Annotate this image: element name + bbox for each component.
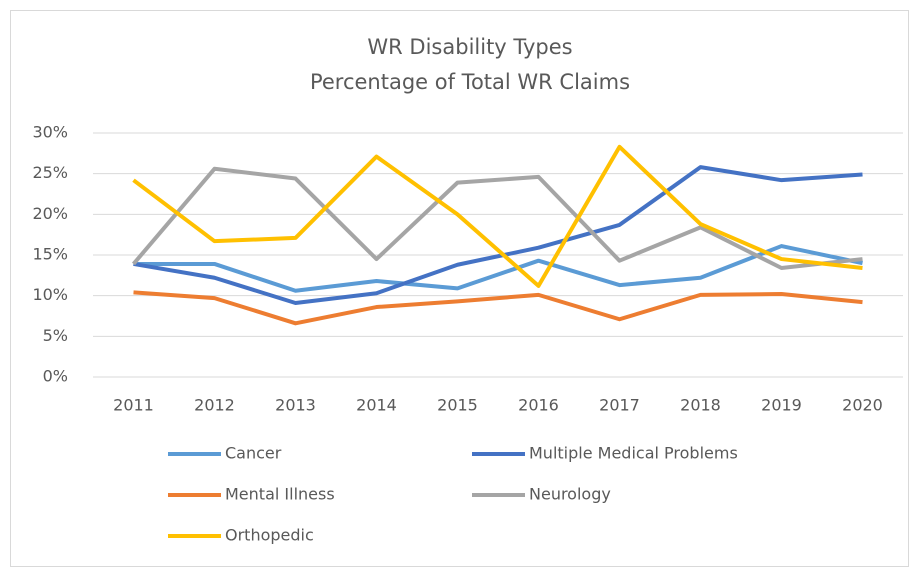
- x-tick-label: 2017: [599, 396, 640, 415]
- x-tick-label: 2020: [842, 396, 883, 415]
- x-tick-label: 2018: [680, 396, 721, 415]
- legend-label: Neurology: [529, 485, 611, 504]
- x-tick-label: 2011: [113, 396, 154, 415]
- y-tick-label: 15%: [32, 245, 68, 264]
- series-line: [131, 166, 863, 271]
- y-tick-label: 0%: [43, 367, 68, 386]
- legend-label: Multiple Medical Problems: [529, 444, 738, 463]
- x-tick-label: 2016: [518, 396, 559, 415]
- x-tick-label: 2014: [356, 396, 397, 415]
- chart-subtitle: Percentage of Total WR Claims: [310, 70, 630, 94]
- y-tick-label: 30%: [32, 123, 68, 142]
- series-line: [133, 165, 863, 305]
- y-tick-label: 25%: [32, 163, 68, 182]
- legend-label: Mental Illness: [225, 485, 335, 504]
- y-tick-label: 20%: [32, 204, 68, 223]
- x-tick-label: 2012: [194, 396, 235, 415]
- series-line: [132, 144, 863, 288]
- chart-title: WR Disability Types: [367, 35, 572, 59]
- legend-label: Orthopedic: [225, 526, 314, 545]
- y-tick-label: 5%: [43, 326, 68, 345]
- y-tick-label: 10%: [32, 285, 68, 304]
- x-tick-label: 2019: [761, 396, 802, 415]
- x-tick-label: 2015: [437, 396, 478, 415]
- x-tick-label: 2013: [275, 396, 316, 415]
- legend-label: Cancer: [225, 444, 282, 463]
- series-line: [133, 290, 863, 326]
- series-line: [133, 244, 863, 293]
